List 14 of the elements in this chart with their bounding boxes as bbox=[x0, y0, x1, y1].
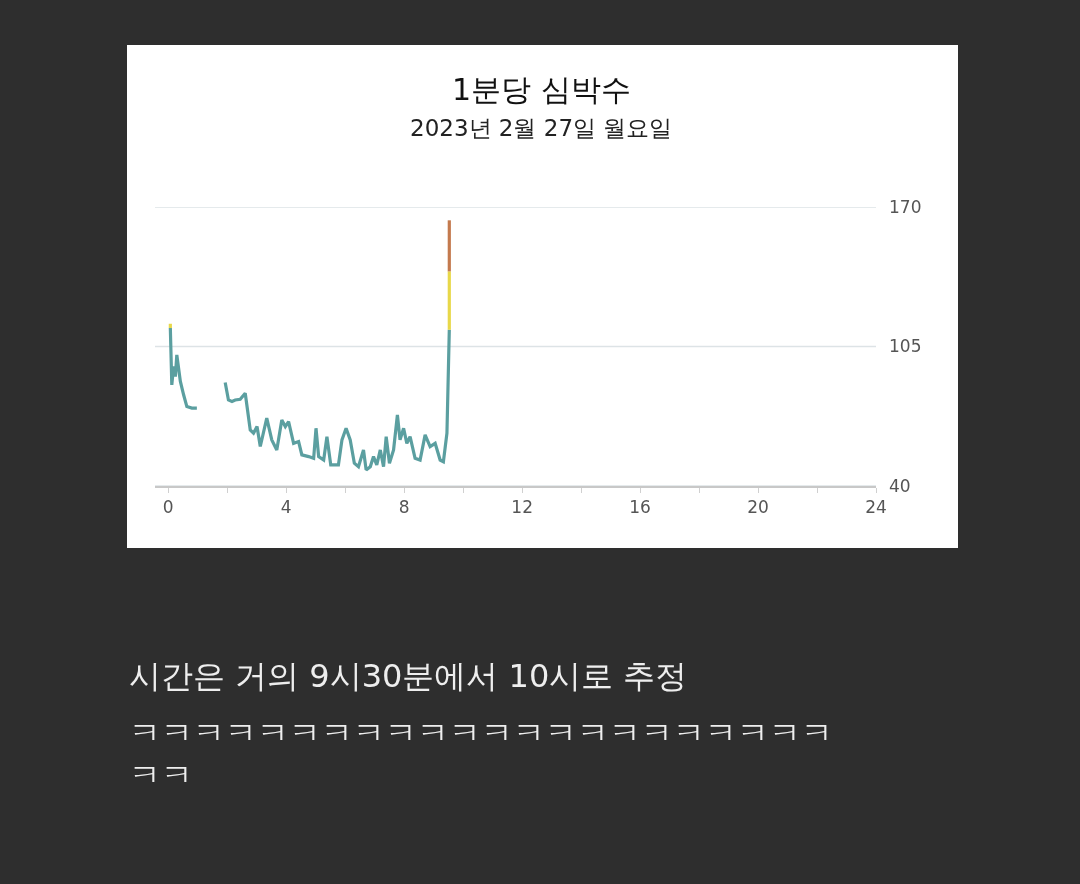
x-tick-label: 20 bbox=[747, 497, 769, 518]
y-tick-label: 40 bbox=[889, 475, 911, 496]
y-tick-label: 170 bbox=[889, 196, 922, 217]
chart-title: 1분당 심박수 bbox=[452, 72, 631, 107]
y-tick-label: 105 bbox=[889, 336, 922, 357]
x-tick-label: 8 bbox=[398, 497, 410, 518]
x-tick-label: 0 bbox=[162, 497, 174, 518]
x-tick-label: 24 bbox=[865, 497, 887, 518]
x-tick-label: 16 bbox=[629, 497, 651, 518]
text: ㅋㅋㅋㅋㅋㅋㅋㅋㅋㅋㅋㅋㅋㅋㅋㅋㅋㅋㅋㅋㅋㅋㅋㅋ bbox=[129, 714, 833, 794]
x-tick-label: 4 bbox=[280, 497, 292, 518]
x-tick-label: 12 bbox=[511, 497, 533, 518]
chart-subtitle: 2023년 2월 27일 월요일 bbox=[410, 115, 673, 141]
text: 시간은 거의 9시30분에서 10시로 추정 bbox=[129, 657, 688, 695]
